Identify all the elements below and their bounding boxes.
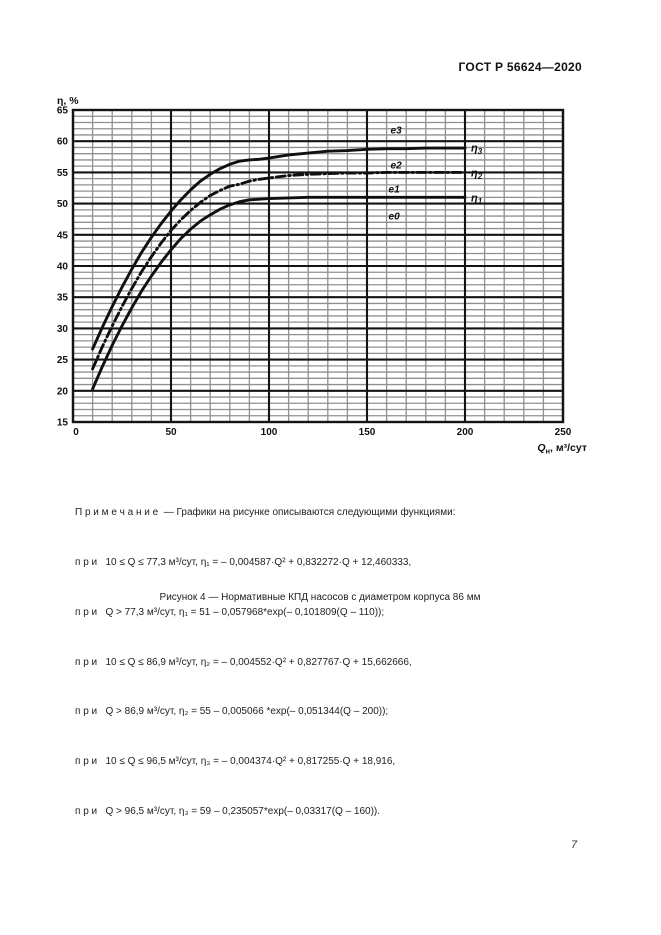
- curve-label-eta3: η3: [471, 142, 483, 156]
- svg-text:55: 55: [57, 168, 69, 179]
- note-formula-3: п р и 10 ≤ Q ≤ 86,9 м³/сут, η₂ = – 0,004…: [75, 656, 412, 668]
- note-formula-4: п р и Q > 86,9 м³/сут, η₂ = 55 – 0,00506…: [75, 706, 389, 718]
- svg-text:150: 150: [359, 427, 376, 438]
- x-axis-title: Qн, м³/сут: [537, 442, 587, 456]
- note-formula-6: п р и Q > 96,5 м³/сут, η₃ = 59 – 0,23505…: [75, 805, 381, 817]
- page-number: 7: [571, 839, 578, 851]
- curve-label-eta2: η2: [471, 167, 483, 181]
- curve-label-eta1: η1: [471, 192, 483, 206]
- svg-text:30: 30: [57, 324, 69, 335]
- standard-code-header: ГОСТ Р 56624—2020: [458, 60, 582, 74]
- svg-text:15: 15: [57, 418, 69, 429]
- svg-text:65: 65: [57, 106, 69, 117]
- curve-eta1: [91, 195, 467, 391]
- note-formula-1: п р и 10 ≤ Q ≤ 77,3 м³/сут, η₁ = – 0,004…: [75, 556, 412, 568]
- svg-text:200: 200: [457, 427, 474, 438]
- efficiency-chart-svg: 15 20 25 30 35 40 45 50 55 60 65 0 50 100 150 200 250 η, …: [57, 95, 587, 456]
- x-axis-tick-labels: 0 50 100 150 200 250: [73, 427, 572, 438]
- plot-border: [71, 108, 565, 424]
- svg-text:35: 35: [57, 293, 69, 304]
- svg-text:40: 40: [57, 262, 69, 273]
- note-formula-2: п р и Q > 77,3 м³/сут, η₁ = 51 – 0,05796…: [75, 606, 385, 618]
- zone-label-е2: е2: [391, 160, 403, 171]
- y-axis-title: η, %: [57, 95, 79, 107]
- curve-eta3: [91, 146, 467, 351]
- grid-major-lines: [71, 108, 565, 424]
- curve-eta2: [91, 170, 467, 371]
- note-block: П р и м е ч а н и е — Графики на рисунке…: [75, 472, 615, 837]
- zone-label-е3: е3: [391, 125, 403, 136]
- note-formula-5: п р и 10 ≤ Q ≤ 96,5 м³/сут, η₃ = – 0,004…: [75, 756, 396, 768]
- svg-text:50: 50: [57, 199, 69, 210]
- svg-text:250: 250: [555, 427, 572, 438]
- svg-text:0: 0: [73, 427, 79, 438]
- figure-caption: Рисунок 4 — Нормативные КПД насосов с ди…: [159, 592, 481, 603]
- svg-text:50: 50: [165, 427, 177, 438]
- svg-text:25: 25: [57, 355, 69, 366]
- svg-text:20: 20: [57, 386, 69, 397]
- svg-text:100: 100: [261, 427, 278, 438]
- y-axis-tick-labels: 15 20 25 30 35 40 45 50 55 60 65: [57, 106, 69, 429]
- svg-text:45: 45: [57, 230, 69, 241]
- note-intro: П р и м е ч а н и е — Графики на рисунке…: [75, 507, 456, 519]
- zone-label-е1: е1: [389, 185, 401, 196]
- efficiency-chart: 15 20 25 30 35 40 45 50 55 60 65 0 50 100 150 200 250 η, …: [57, 95, 587, 456]
- svg-text:60: 60: [57, 137, 69, 148]
- zone-label-е0: е0: [389, 212, 401, 223]
